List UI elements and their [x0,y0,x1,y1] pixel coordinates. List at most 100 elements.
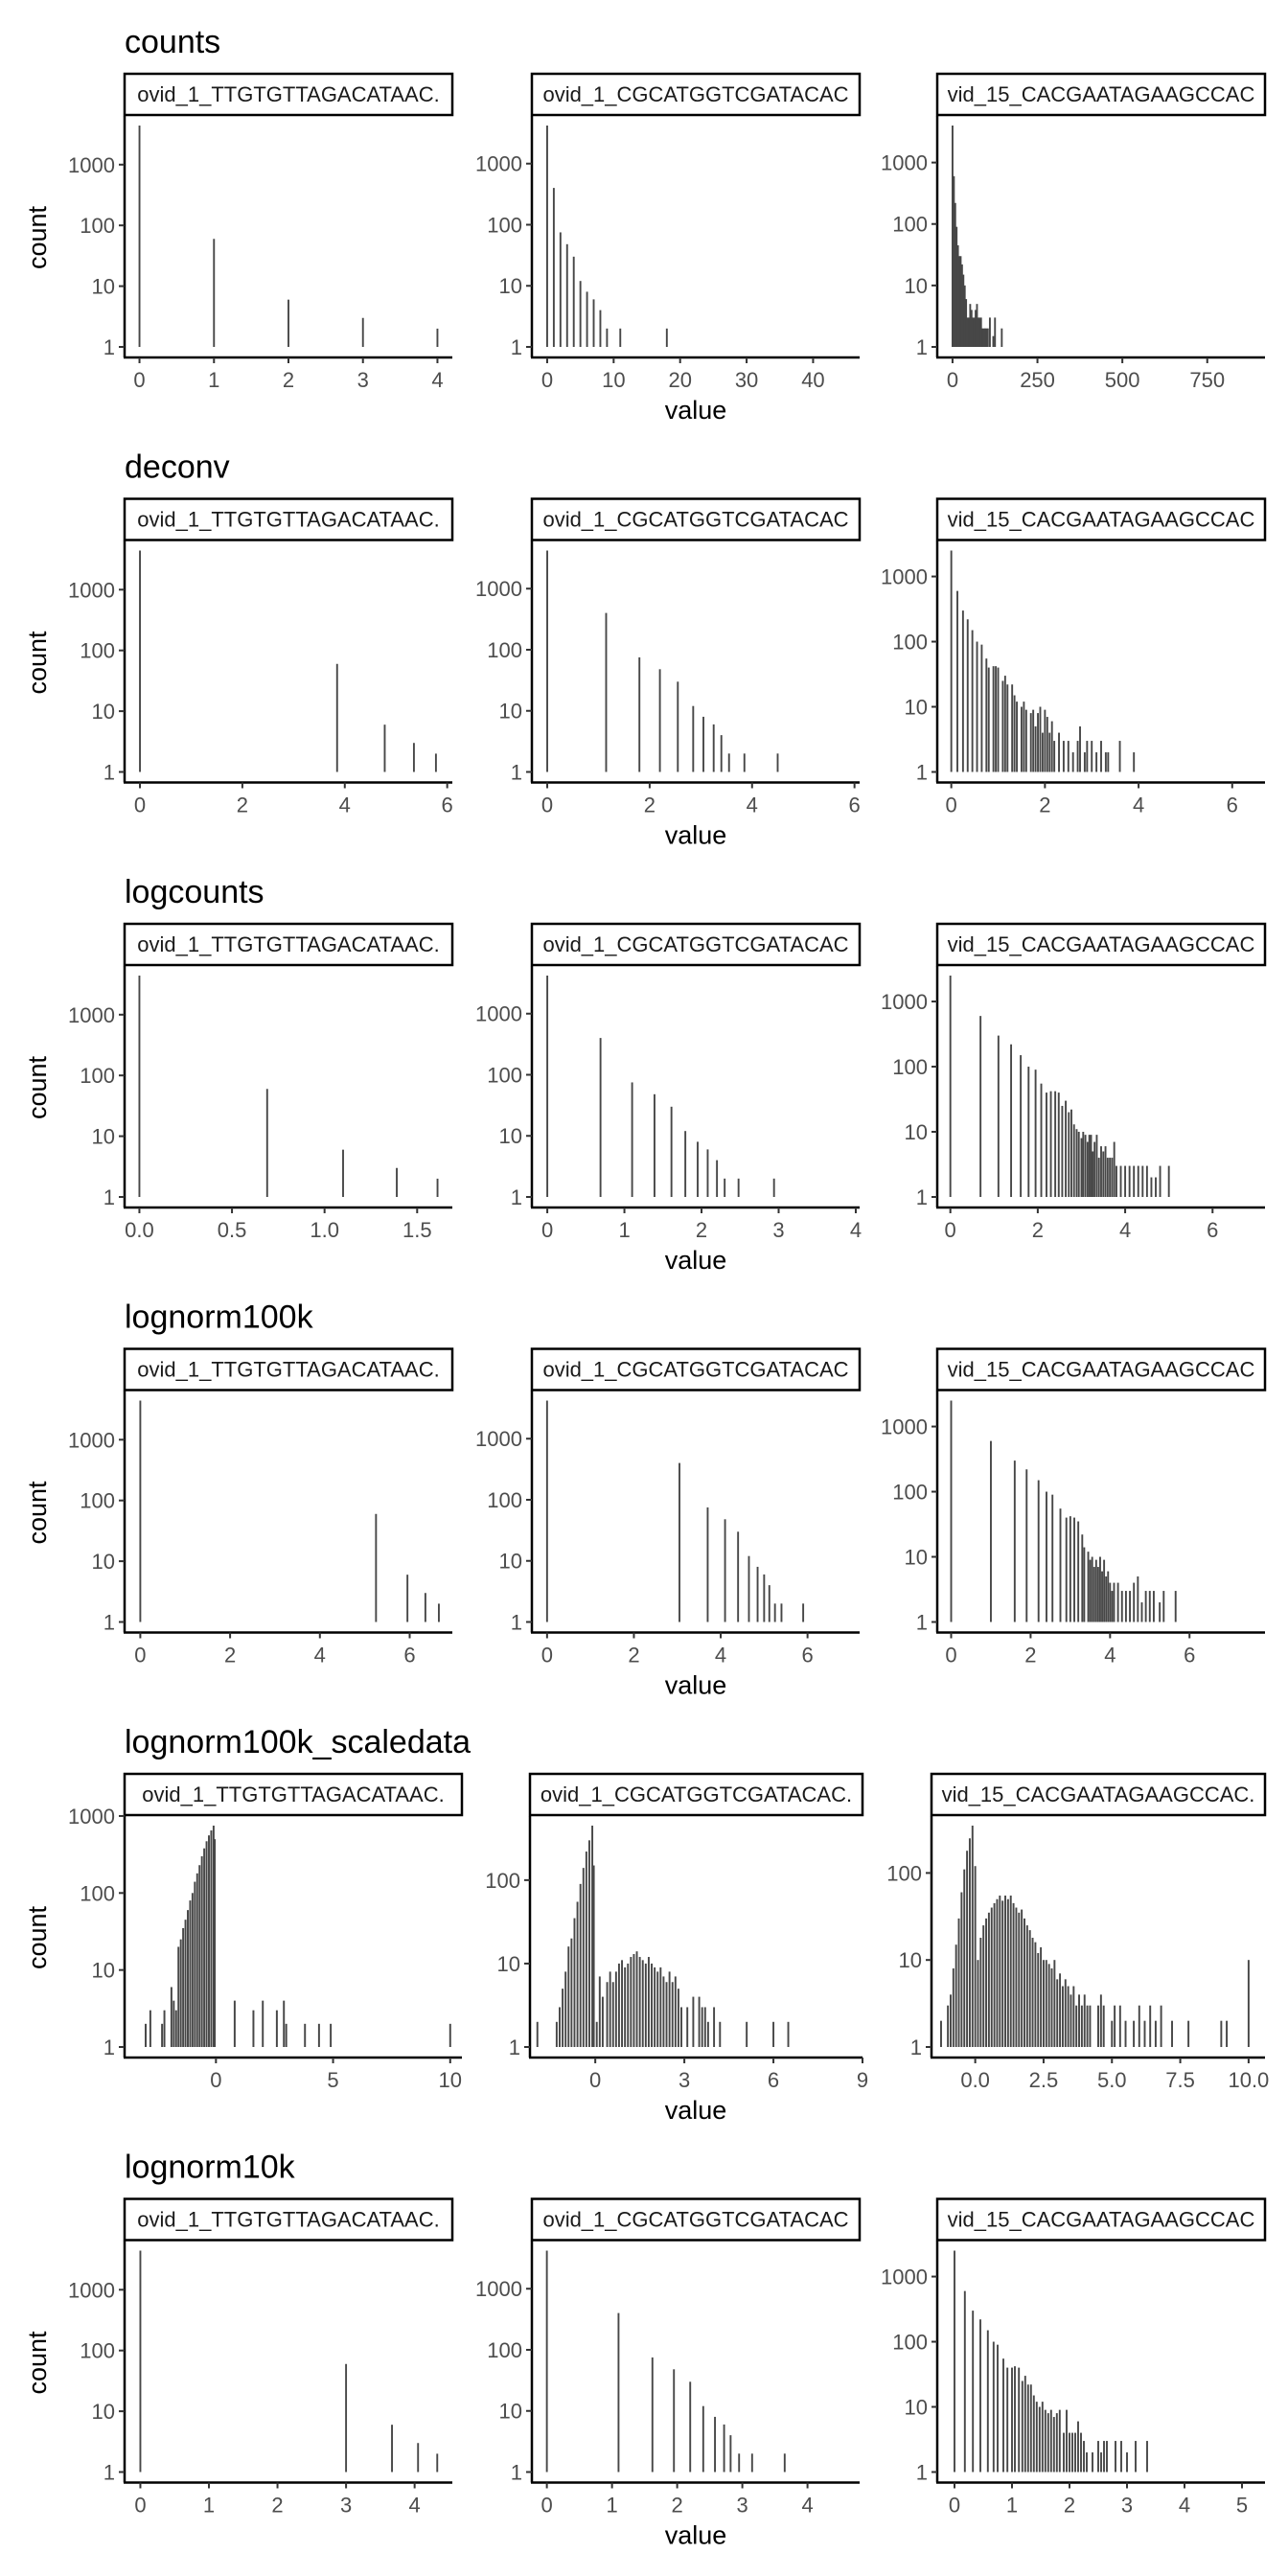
y-tick-label: 1000 [68,153,115,177]
histogram-bar [697,1141,699,1197]
facet-strip [123,1772,464,1817]
histogram-bar [651,2357,654,2472]
x-tick-label: 20 [668,368,691,392]
x-axis-title: value [665,1671,727,1700]
histogram-bar [1090,1135,1092,1197]
facet-strip-label: ovid_1_TTGTGTTAGACATAAC. [137,508,439,532]
histogram-bar [1029,713,1032,772]
histogram-bar [963,1869,966,2047]
histogram-bar [1083,1994,1086,2047]
histogram-bar [1113,1582,1116,1622]
histogram-bar [955,226,958,347]
y-tick-label: 100 [886,1861,922,1885]
histogram-bar [940,2020,942,2047]
histogram-bar [1124,2020,1127,2047]
x-tick-label: 2 [271,2494,283,2518]
histogram-bar [1044,709,1046,772]
x-tick-label: 4 [431,368,443,392]
x-tick-label: 0 [589,2068,601,2092]
histogram-bar [706,1149,709,1197]
facet-strip-label: vid_15_CACGAATAGAAGCCAC [948,82,1255,106]
x-tick-label: 6 [802,1644,814,1668]
histogram-bar [163,2010,166,2047]
x-tick-label: 6 [1184,1644,1195,1668]
histogram-bar [1092,1151,1094,1197]
histogram-bar [638,1957,641,2047]
histogram-bar [1095,1135,1098,1197]
y-axis-title: count [23,631,52,695]
facet-strip-label: vid_15_CACGAATAGAAGCCAC. [942,1782,1255,1806]
x-axis-title: value [665,2521,727,2550]
histogram-bar [196,1873,198,2047]
x-axis-title: value [665,2096,727,2125]
histogram-bar [963,2290,966,2472]
histogram-bar [579,1883,582,2047]
histogram-bar [1120,1591,1123,1622]
x-tick-label: 2 [237,794,248,817]
histogram-bar [992,335,995,347]
histogram-bar [1065,1100,1068,1197]
facet-panel: vid_15_CACGAATAGAAGCCAC 1 10 100 1000 0 2 4 6 [881,497,1267,817]
y-tick-label: 100 [892,2331,928,2355]
histogram-bar [982,328,985,347]
histogram-bar [1187,2020,1190,2047]
x-tick-label: 4 [314,1644,326,1668]
x-tick-label: 1 [203,2494,215,2518]
histogram-bar [1024,709,1027,772]
histogram-bar [275,2010,278,2047]
histogram-bar [724,1178,726,1197]
histogram-bar [1032,2395,1035,2472]
histogram-bar [654,1966,656,2047]
y-tick-label: 10 [92,1550,115,1574]
y-tick-label: 1 [910,2036,922,2059]
y-tick-label: 10 [905,274,928,298]
histogram-bar [712,724,715,772]
histogram-bar [545,1400,548,1622]
histogram-bar [1067,1986,1070,2047]
histogram-bar [1039,706,1042,772]
histogram-bar [412,743,415,772]
histogram-bar [1137,1165,1139,1197]
histogram-bar [1021,2380,1024,2472]
y-tick-label: 1000 [68,1003,115,1027]
histogram-bar [1126,2452,1128,2472]
y-tick-label: 1000 [881,565,928,589]
histogram-bar [977,1960,979,2047]
x-tick-label: 1 [618,1218,630,1242]
histogram-bar [1091,741,1093,772]
histogram-bar [1025,1925,1028,2047]
row-title: lognorm100k_scaledata [125,1724,471,1760]
histogram-bar [576,1901,579,2047]
histogram-bar [724,1519,726,1622]
x-tick-label: 3 [357,368,369,392]
histogram-bar [564,1971,567,2047]
histogram-bar [1065,1517,1068,1622]
x-tick-label: 0 [946,794,957,817]
x-tick-label: 4 [339,794,351,817]
histogram-bar [1016,702,1019,772]
histogram-bar [951,126,954,347]
histogram-bar [958,256,960,347]
histogram-bar [1097,2441,1099,2472]
histogram-bar [1004,1895,1006,2047]
histogram-bar [750,2453,753,2472]
histogram-bar [979,2319,981,2472]
histogram-bar [743,753,746,772]
histogram-bar [787,2021,790,2047]
facet-strip [528,1772,864,1817]
histogram-bar [1006,1898,1009,2047]
histogram-bar [1069,2432,1070,2472]
facet-strip [530,72,862,117]
histogram-bar [1133,1165,1136,1197]
histogram-bar [1059,1508,1062,1622]
histogram-bar [970,310,973,347]
histogram-bar [702,716,704,772]
histogram-bar [1001,1900,1004,2047]
y-tick-label: 100 [80,1881,115,1905]
histogram-bar [952,1968,954,2047]
histogram-bar [720,735,723,772]
histogram-bar [139,1400,142,1622]
histogram-bar [737,1178,740,1197]
y-tick-label: 10 [499,1550,522,1574]
